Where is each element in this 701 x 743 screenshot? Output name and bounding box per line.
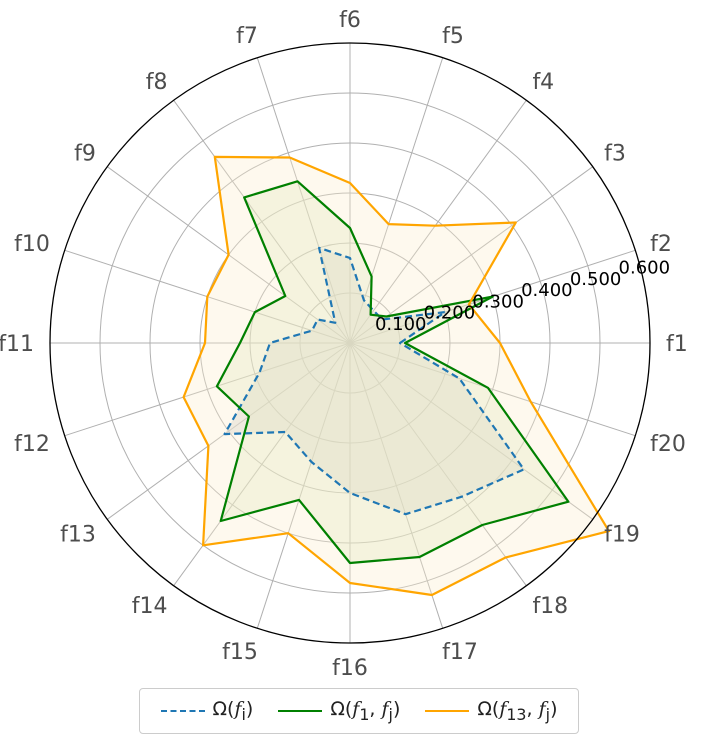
spoke-f18 — [349, 342, 527, 586]
axis-label-f11: f11 — [0, 332, 34, 357]
axis-label-f9: f9 — [74, 142, 96, 167]
tick-label-0.200: 0.200 — [424, 303, 476, 324]
series-fills — [183, 156, 609, 595]
axis-label-f20: f20 — [650, 432, 686, 457]
axis-label-f4: f4 — [532, 70, 554, 95]
legend-item-series-0: Ω(fi) — [160, 698, 254, 724]
spoke-f12 — [64, 342, 351, 437]
spoke-f3 — [349, 166, 593, 344]
tick-label-0.500: 0.500 — [570, 269, 622, 290]
axis-label-f2: f2 — [650, 232, 672, 257]
radar-grid — [50, 43, 650, 643]
axis-label-f5: f5 — [442, 24, 464, 49]
axis-label-f8: f8 — [146, 70, 168, 95]
axis-label-f3: f3 — [604, 142, 626, 167]
axis-label-f19: f19 — [604, 522, 640, 547]
legend-label-series-0: Ω(fi) — [212, 698, 254, 724]
series-line-1 — [215, 180, 570, 565]
spoke-f13 — [107, 342, 351, 520]
spoke-f15 — [256, 342, 351, 629]
legend-item-series-2: Ω(f13, fj) — [425, 698, 557, 724]
axis-labels: f1 f2 f3 f4 f5 f6 f7 f8 f9 f10 f11 f12 f13 f14 f15 f16 f… — [0, 8, 688, 681]
spoke-f8 — [173, 100, 351, 344]
series-fill-2 — [183, 156, 609, 595]
tick-label-0.300: 0.300 — [472, 291, 524, 312]
outer-circle — [49, 42, 651, 644]
axis-label-f10: f10 — [14, 232, 50, 257]
series-line-2 — [182, 155, 611, 597]
axis-label-f15: f15 — [222, 640, 258, 665]
axis-label-f1: f1 — [666, 332, 688, 357]
axis-label-f7: f7 — [236, 24, 258, 49]
spoke-f20 — [349, 342, 636, 437]
series-fill-1 — [216, 181, 569, 564]
legend-label-series-2: Ω(f13, fj) — [477, 698, 558, 724]
axis-label-f6: f6 — [339, 8, 361, 33]
axis-label-f12: f12 — [14, 432, 50, 457]
tick-label-0.400: 0.400 — [521, 280, 573, 301]
spoke-f7 — [256, 57, 351, 344]
legend: Ω(fi) Ω(f1, fj) Ω(f13, fj) — [139, 688, 579, 734]
series-lines — [182, 155, 611, 597]
legend-label-series-1: Ω(f1, fj) — [330, 698, 401, 724]
axis-label-f17: f17 — [442, 640, 478, 665]
spoke-f4 — [349, 100, 527, 344]
legend-swatch-series-0 — [160, 709, 205, 712]
legend-swatch-series-2 — [425, 709, 470, 712]
spoke-f17 — [349, 342, 444, 629]
legend-item-series-1: Ω(f1, fj) — [278, 698, 400, 724]
spoke-f19 — [349, 342, 593, 520]
axis-label-f18: f18 — [532, 594, 568, 619]
axis-label-f16: f16 — [332, 656, 368, 681]
spoke-f5 — [349, 57, 444, 344]
outer-frame — [49, 42, 651, 644]
axis-label-f14: f14 — [132, 594, 168, 619]
axis-label-f13: f13 — [60, 522, 96, 547]
tick-label-0.100: 0.100 — [375, 314, 427, 335]
tick-label-0.600: 0.600 — [619, 258, 671, 279]
legend-swatch-series-1 — [278, 709, 323, 712]
